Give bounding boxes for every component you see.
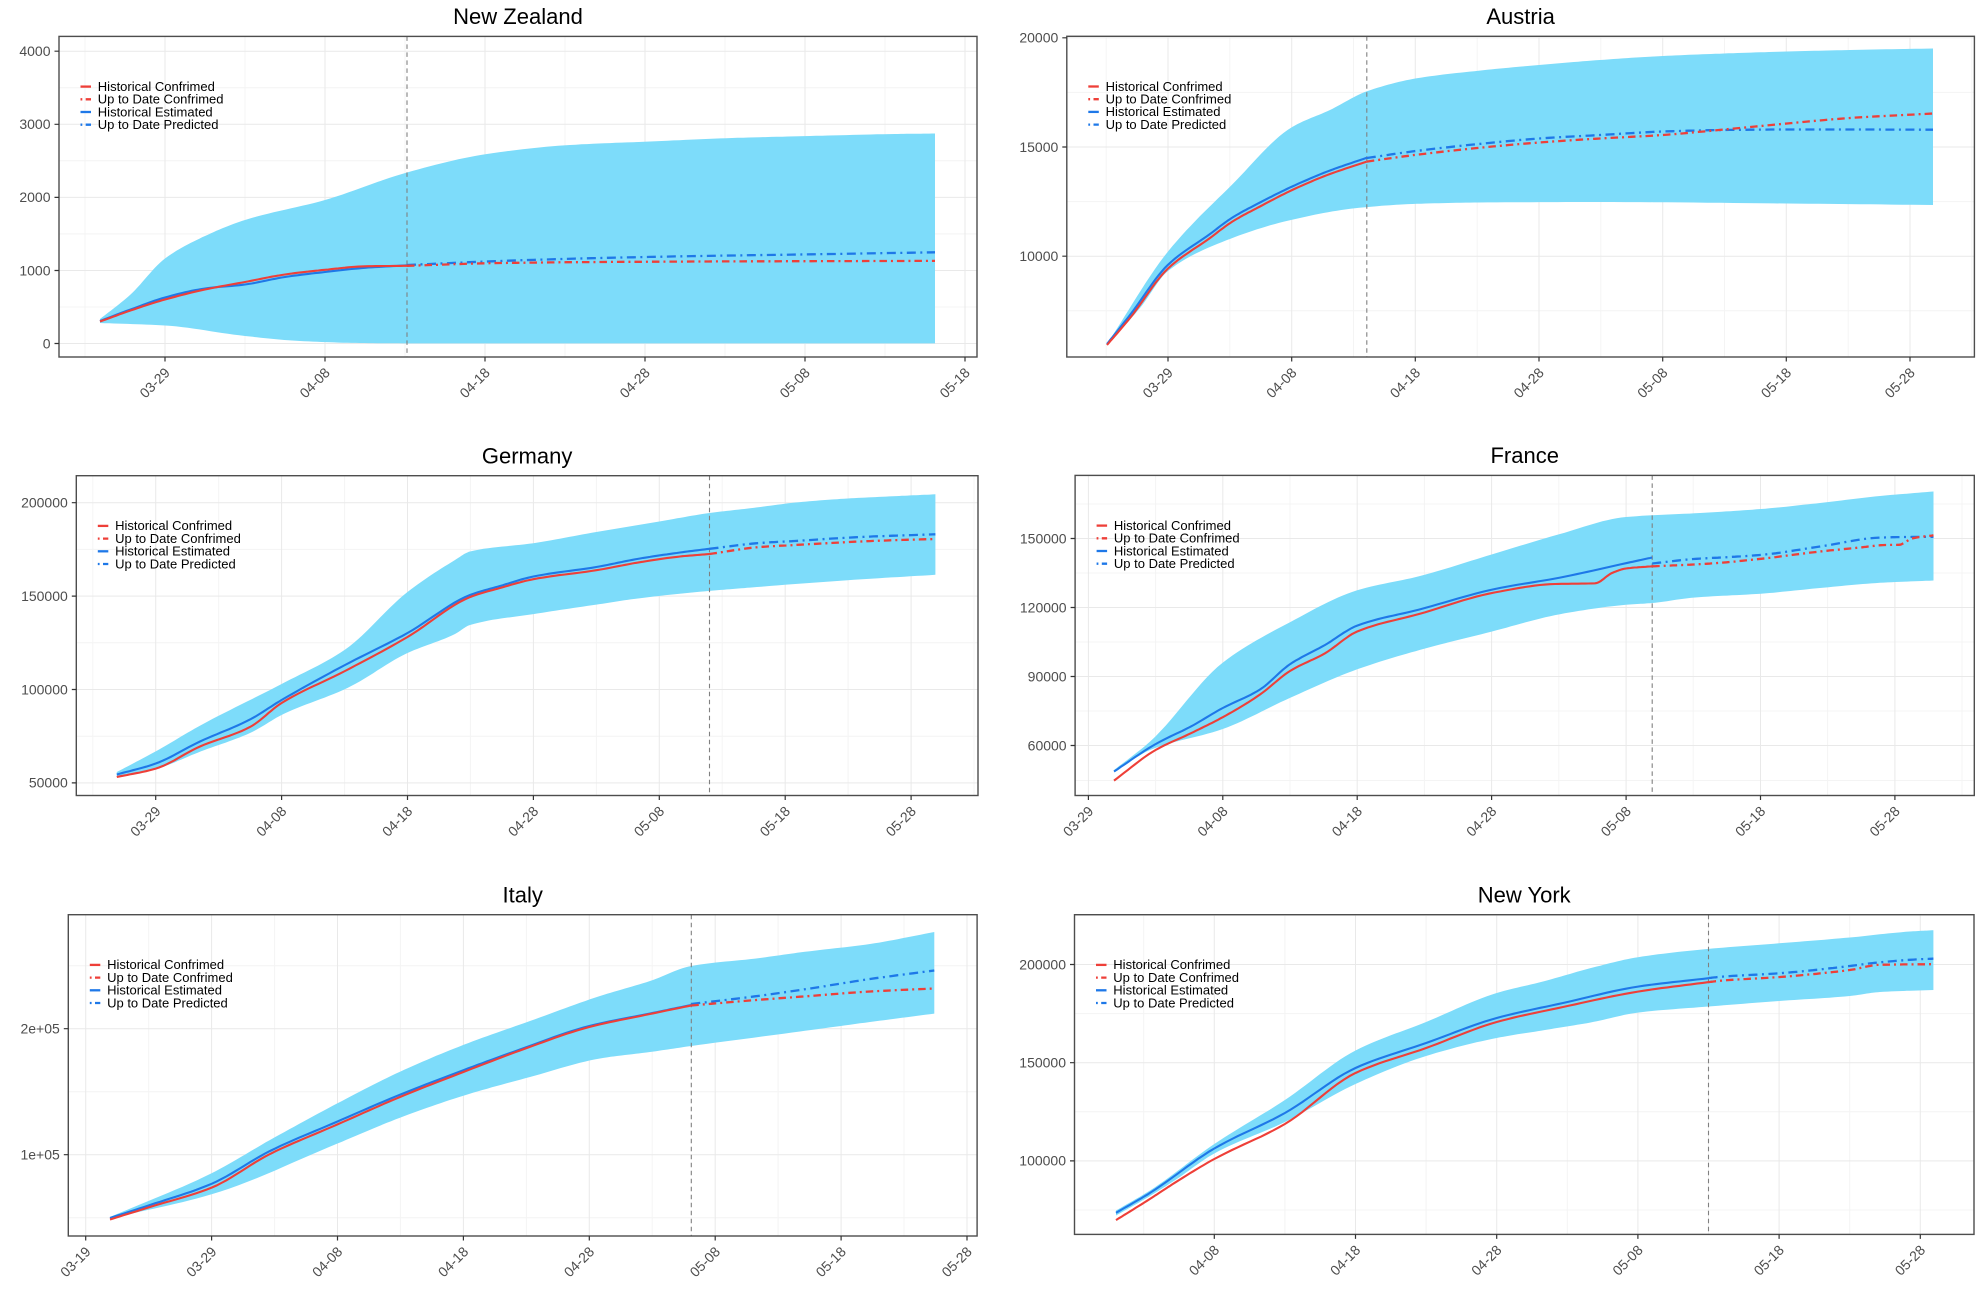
svg-text:200000: 200000 bbox=[21, 495, 68, 511]
svg-text:Historical Estimated: Historical Estimated bbox=[1113, 983, 1228, 998]
svg-text:10000: 10000 bbox=[1019, 248, 1058, 264]
svg-text:France: France bbox=[1490, 443, 1558, 468]
svg-text:Historical Confrimed: Historical Confrimed bbox=[115, 518, 232, 533]
svg-text:1000: 1000 bbox=[19, 262, 50, 278]
svg-text:Historical Estimated: Historical Estimated bbox=[98, 104, 213, 119]
svg-text:2000: 2000 bbox=[19, 189, 50, 205]
svg-text:Up to Date Confrimed: Up to Date Confrimed bbox=[98, 92, 224, 107]
svg-text:Historical Confrimed: Historical Confrimed bbox=[1113, 957, 1230, 972]
svg-text:Up to Date Confrimed: Up to Date Confrimed bbox=[107, 970, 233, 985]
svg-text:Up to Date Predicted: Up to Date Predicted bbox=[1113, 995, 1234, 1010]
svg-text:Historical Confrimed: Historical Confrimed bbox=[98, 79, 215, 94]
svg-text:100000: 100000 bbox=[1019, 1153, 1066, 1169]
svg-text:Up to Date Predicted: Up to Date Predicted bbox=[1106, 117, 1227, 132]
svg-text:Up to Date Predicted: Up to Date Predicted bbox=[1114, 556, 1235, 571]
svg-text:New Zealand: New Zealand bbox=[453, 4, 583, 29]
svg-text:0: 0 bbox=[43, 335, 51, 351]
svg-text:2e+05: 2e+05 bbox=[20, 1021, 60, 1037]
svg-text:Up to Date Confrimed: Up to Date Confrimed bbox=[115, 531, 241, 546]
svg-text:Up to Date Confrimed: Up to Date Confrimed bbox=[1114, 531, 1240, 546]
svg-text:3000: 3000 bbox=[19, 116, 50, 132]
svg-text:Up to Date Confrimed: Up to Date Confrimed bbox=[1113, 970, 1239, 985]
svg-text:150000: 150000 bbox=[1019, 1055, 1066, 1071]
svg-text:4000: 4000 bbox=[19, 43, 50, 59]
svg-text:Historical Estimated: Historical Estimated bbox=[107, 983, 222, 998]
svg-text:60000: 60000 bbox=[1028, 737, 1067, 753]
svg-text:Up to Date Predicted: Up to Date Predicted bbox=[98, 117, 219, 132]
svg-text:200000: 200000 bbox=[1019, 956, 1066, 972]
svg-text:Historical Confrimed: Historical Confrimed bbox=[107, 957, 224, 972]
svg-text:90000: 90000 bbox=[1028, 668, 1067, 684]
svg-text:Italy: Italy bbox=[503, 883, 543, 908]
svg-text:20000: 20000 bbox=[1019, 30, 1058, 46]
svg-text:Up to Date Confrimed: Up to Date Confrimed bbox=[1106, 92, 1232, 107]
svg-text:Up to Date Predicted: Up to Date Predicted bbox=[115, 556, 236, 571]
svg-text:Austria: Austria bbox=[1486, 4, 1555, 29]
svg-text:100000: 100000 bbox=[21, 681, 68, 697]
svg-text:1e+05: 1e+05 bbox=[20, 1147, 60, 1163]
svg-text:Historical Confrimed: Historical Confrimed bbox=[1106, 79, 1223, 94]
svg-text:Historical Estimated: Historical Estimated bbox=[115, 544, 230, 559]
svg-text:120000: 120000 bbox=[1020, 599, 1067, 615]
svg-text:50000: 50000 bbox=[29, 775, 68, 791]
svg-text:Historical Estimated: Historical Estimated bbox=[1106, 104, 1221, 119]
svg-text:Historical Estimated: Historical Estimated bbox=[1114, 543, 1229, 558]
svg-text:Germany: Germany bbox=[482, 444, 572, 469]
svg-text:New York: New York bbox=[1478, 883, 1572, 908]
svg-text:150000: 150000 bbox=[21, 588, 68, 604]
svg-text:Up to Date Predicted: Up to Date Predicted bbox=[107, 995, 228, 1010]
svg-text:150000: 150000 bbox=[1020, 530, 1067, 546]
svg-text:Historical Confrimed: Historical Confrimed bbox=[1114, 518, 1231, 533]
svg-text:15000: 15000 bbox=[1019, 139, 1058, 155]
